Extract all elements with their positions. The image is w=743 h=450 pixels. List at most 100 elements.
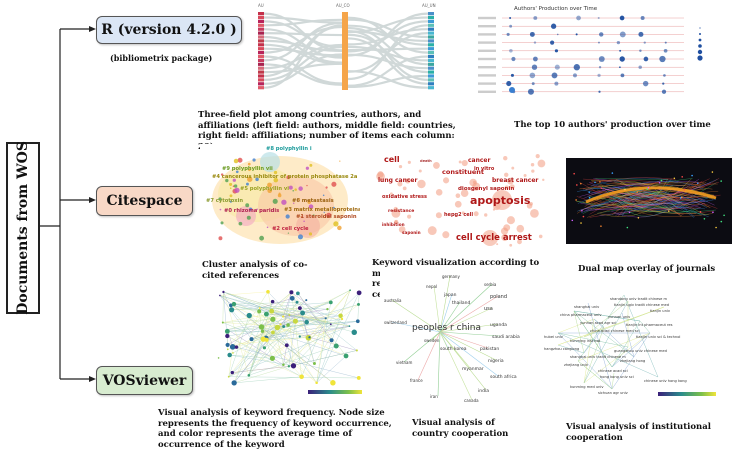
dual-map-node (659, 182, 661, 184)
production-point (599, 56, 605, 62)
centrality-node (503, 156, 507, 160)
cluster-node (238, 158, 243, 163)
centrality-node (436, 189, 443, 196)
cluster-node (325, 186, 327, 188)
keyword-edge (341, 290, 350, 316)
keyword-node (338, 314, 342, 318)
cluster-node (234, 188, 239, 193)
sankey-left-node (258, 47, 264, 50)
sankey-right-node (428, 74, 434, 77)
r-tool-sublabel: (bibliometrix package) (110, 53, 212, 64)
dual-map-node (627, 227, 629, 229)
sankey-left-node (258, 12, 264, 15)
cluster-node (220, 209, 222, 211)
country-label: usa (484, 306, 493, 312)
production-author-label (478, 25, 496, 27)
cluster-label: #5 polyphyllin vi (240, 186, 289, 192)
production-legend-dot (698, 44, 702, 48)
keyword-node (235, 345, 239, 349)
centrality-node (407, 215, 411, 219)
production-point (509, 17, 511, 19)
production-point (662, 82, 664, 84)
keyword-node (247, 313, 252, 318)
sankey-right-node (428, 78, 434, 81)
dual-map-node (588, 191, 590, 193)
keyword-node (270, 356, 275, 361)
institution-label: yunnan univ (608, 315, 631, 319)
keyword-node (329, 300, 333, 304)
cluster-label: #1 steroidal saponin (296, 214, 357, 220)
keyword-node (222, 291, 224, 293)
production-point (573, 73, 577, 77)
sankey-right-node (428, 86, 434, 89)
production-chart-title: Authors' Production over Time (514, 6, 598, 12)
production-point (665, 42, 667, 44)
keyword-node (227, 353, 232, 358)
keyword-node (275, 325, 281, 331)
cluster-node (273, 199, 278, 204)
keyword-node (308, 336, 310, 338)
keyword-node (334, 344, 339, 349)
keyword-node (288, 314, 290, 316)
sankey-col-label-au-co: AU_CO (336, 3, 350, 8)
sankey-left-node (258, 78, 264, 81)
sankey-right-node (428, 16, 434, 19)
root-box: Documents from WOS (6, 142, 40, 314)
centrality-node (417, 180, 425, 188)
institution-label: tianjin univ (650, 309, 671, 313)
centrality-term: saponin (402, 230, 421, 235)
dual-map-node (712, 212, 714, 214)
centrality-node (443, 177, 449, 183)
country-label: saudi arabia (492, 334, 520, 340)
keyword-node (290, 296, 295, 301)
country-label: serbia (484, 282, 497, 287)
centrality-node (503, 224, 510, 231)
country-label: germany (442, 274, 460, 279)
centrality-term: lung cancer (378, 177, 417, 184)
production-legend-dot (699, 33, 701, 35)
institution-label: tianjin univ sci & technol (636, 335, 680, 339)
cluster-node (323, 195, 325, 197)
centrality-node (473, 181, 476, 184)
keyword-node (259, 324, 264, 329)
country-label: south africa (490, 374, 517, 380)
cluster-node (339, 160, 340, 161)
keyword-node (285, 343, 289, 347)
keyword-node (313, 362, 316, 365)
keyword-node (357, 290, 362, 295)
keyword-node (356, 349, 358, 351)
sankey-left-node (258, 43, 264, 46)
keyword-node (330, 380, 335, 385)
keyword-node (269, 309, 274, 314)
keyword-node (218, 357, 220, 359)
production-point (620, 31, 626, 37)
cluster-node (281, 200, 286, 205)
production-point (617, 41, 620, 44)
keyword-node (305, 299, 307, 301)
dual-map-node (681, 176, 683, 178)
cluster-node (289, 186, 293, 190)
dual-map-node (589, 197, 591, 199)
country-label: canada (464, 398, 479, 403)
centrality-node (539, 235, 543, 239)
sankey-flow (264, 33, 342, 35)
vosviewer-tool-label: VOSviewer (103, 373, 187, 389)
production-point (620, 56, 625, 61)
keyword-node (296, 301, 299, 304)
cluster-node (331, 182, 336, 187)
production-point (507, 33, 510, 36)
country-label: iran (430, 394, 438, 399)
centrality-node (456, 193, 461, 198)
centrality-node (531, 163, 534, 166)
production-point (576, 33, 578, 35)
centrality-node (509, 244, 512, 247)
cluster-label: #9 polyphyllin vii (222, 166, 273, 172)
keyword-edge (317, 356, 346, 383)
production-point (639, 50, 641, 52)
cluster-node (239, 222, 243, 226)
institution-label: shanghai univ tradit chinese m (570, 355, 626, 359)
keyword-node (315, 381, 318, 384)
keyword-node (271, 300, 275, 304)
keyword-node (248, 374, 251, 377)
